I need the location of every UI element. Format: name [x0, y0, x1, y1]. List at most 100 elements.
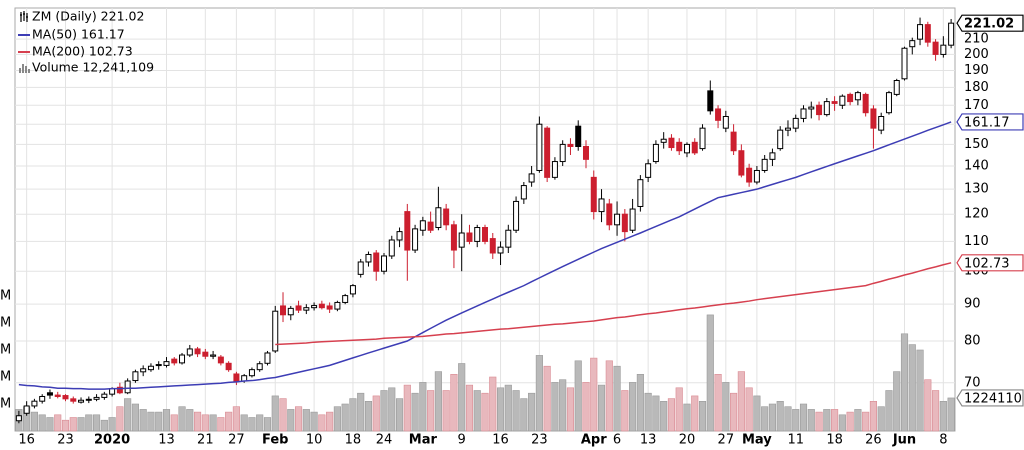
volume-bar	[131, 403, 139, 432]
candle-body	[870, 108, 877, 129]
x-tick-label: 9	[458, 433, 466, 448]
volume-bar	[877, 406, 885, 432]
candle-body	[761, 158, 768, 171]
volume-bar	[155, 411, 163, 432]
volume-bar	[706, 314, 714, 432]
y-tick-label: 200	[964, 47, 989, 62]
volume-bar	[310, 411, 318, 432]
candle-body	[280, 305, 287, 316]
candle-body	[93, 396, 100, 400]
volume-bar	[30, 411, 38, 432]
x-tick-label: 11	[787, 433, 804, 448]
volume-bar	[660, 400, 668, 432]
volume-bar	[924, 379, 932, 432]
volume-bar	[869, 400, 877, 432]
y-tick-label: 70	[964, 375, 981, 390]
candle-body	[792, 117, 799, 129]
volume-bar	[590, 357, 598, 432]
volume-bar	[46, 417, 54, 432]
volume-bar	[318, 414, 326, 432]
volume-bar	[186, 409, 194, 432]
volume-bar	[675, 387, 683, 432]
candle-body	[808, 106, 815, 110]
volume-bar	[807, 409, 815, 432]
candle-body	[940, 44, 947, 55]
candle-body	[784, 127, 791, 131]
last-close-label-box	[956, 14, 1024, 32]
candle-body	[419, 220, 426, 231]
candle-body	[536, 123, 543, 171]
y-tick-label: 190	[964, 63, 989, 78]
candle-body	[39, 395, 46, 402]
volume-bar	[815, 411, 823, 432]
candle-body	[404, 211, 411, 251]
legend-label: Volume 12,241,109	[32, 60, 154, 75]
y-tick-label: 80	[964, 334, 981, 349]
volume-bar	[698, 400, 707, 432]
candle-body	[715, 108, 722, 121]
candle-body	[777, 129, 784, 150]
candle-body	[513, 200, 520, 231]
x-tick-label: 13	[158, 433, 175, 448]
legend-icon	[22, 64, 24, 73]
candle-body	[839, 95, 846, 106]
candle-body	[450, 224, 457, 251]
x-tick-label: 27	[228, 433, 245, 448]
volume-bar	[116, 406, 124, 432]
candle-body	[31, 400, 38, 407]
volume-bar	[403, 384, 411, 432]
volume-bar	[61, 419, 70, 432]
x-tick-label: 16	[492, 433, 509, 448]
candle-body	[823, 101, 830, 116]
x-tick-label: 18	[345, 433, 362, 448]
candle-body	[528, 173, 535, 183]
legend-icon	[28, 69, 30, 73]
volume-bar	[636, 373, 644, 432]
candle-body	[800, 108, 807, 119]
volume-bar	[496, 387, 505, 432]
candle-body	[287, 307, 294, 316]
volume-bar	[294, 406, 303, 432]
candle-body	[598, 198, 605, 213]
last-ma-label-box	[956, 113, 1024, 131]
candle-body	[559, 143, 566, 163]
volume-bar	[465, 384, 474, 432]
candle-body	[590, 176, 597, 213]
candle-body	[349, 285, 356, 295]
volume-bar	[38, 414, 46, 432]
candle-body	[769, 152, 776, 160]
candle-body	[878, 115, 885, 131]
candle-body	[722, 115, 729, 129]
candle-body	[70, 398, 77, 402]
candle-body	[256, 363, 263, 371]
candle-body	[520, 185, 527, 200]
x-tick-label: 10	[306, 433, 323, 448]
volume-bar	[388, 387, 396, 432]
candle-body	[847, 93, 854, 103]
volume-bar	[908, 344, 916, 432]
candle-body	[466, 232, 473, 242]
candle-body	[489, 238, 496, 254]
candle-body	[474, 227, 481, 242]
candle-body	[202, 351, 209, 357]
candle-body	[816, 104, 823, 116]
last-ma-label-box	[956, 254, 1024, 272]
candle-body	[831, 101, 838, 104]
x-tick-label: 23	[57, 433, 74, 448]
volume-bar	[597, 384, 606, 432]
volume-bar	[193, 411, 202, 432]
candle-body	[233, 373, 240, 382]
candle-body	[23, 405, 30, 414]
candle-body	[862, 93, 869, 114]
candle-body	[652, 143, 659, 163]
candle-body	[629, 208, 636, 231]
volume-bar	[395, 398, 404, 432]
candle-body	[746, 167, 753, 183]
volume-bar	[776, 400, 784, 432]
volume-bar	[209, 414, 217, 432]
candle-body	[326, 305, 333, 310]
candle-body	[318, 303, 325, 309]
x-tick-label: 8	[939, 433, 947, 448]
candle-body	[365, 253, 372, 263]
